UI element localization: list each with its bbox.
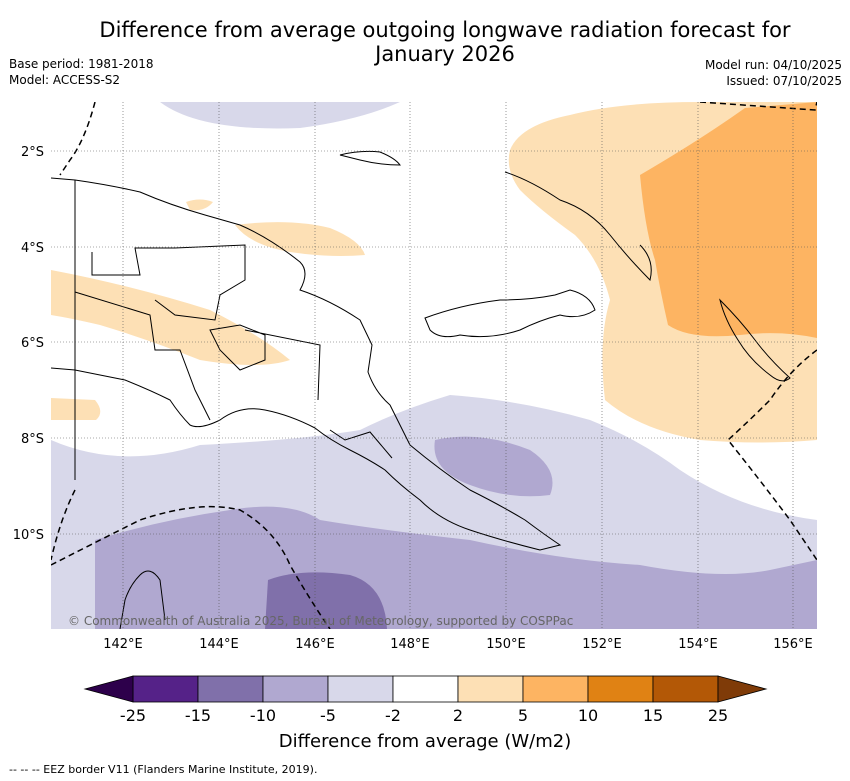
colorbar-under-arrow bbox=[83, 675, 134, 703]
anomaly-region-2-to-5-west bbox=[51, 270, 290, 365]
colorbar-swatch bbox=[262, 675, 329, 703]
lon-label-142e: 142°E bbox=[103, 637, 143, 652]
new-guinea-coastline bbox=[51, 177, 562, 551]
colorbar-swatch bbox=[522, 675, 589, 703]
colorbar-over-arrow bbox=[717, 675, 768, 703]
lat-label-4s: 4°S bbox=[21, 241, 44, 256]
model-name: Model: ACCESS-S2 bbox=[9, 73, 121, 87]
eez-border-west bbox=[51, 102, 96, 561]
eez-footnote: -- -- -- EEZ border V11 (Flanders Marine… bbox=[9, 763, 318, 776]
colorbar-swatch bbox=[457, 675, 524, 703]
colorbar-tick-label: -5 bbox=[320, 706, 336, 725]
chart-title: Difference from average outgoing longwav… bbox=[60, 18, 830, 66]
lon-label-146e: 146°E bbox=[295, 637, 335, 652]
title-line-2: January 2026 bbox=[375, 42, 515, 66]
new-ireland-coastline bbox=[504, 171, 652, 281]
indonesia-png-border bbox=[74, 180, 211, 480]
eez-border-east bbox=[699, 102, 817, 561]
run-info: Model run: 04/10/2025 Issued: 07/10/2025 bbox=[705, 57, 842, 89]
lat-label-6s: 6°S bbox=[21, 336, 44, 351]
colorbar-tick-label: 2 bbox=[452, 706, 464, 725]
colorbar-tick-label: 10 bbox=[577, 706, 599, 725]
gridlines bbox=[51, 102, 817, 629]
lat-label-2s: 2°S bbox=[21, 145, 44, 160]
colorbar-swatch bbox=[652, 675, 719, 703]
colorbar bbox=[83, 675, 768, 703]
anomaly-region-minus10-to-minus15 bbox=[265, 572, 387, 629]
colorbar-swatch bbox=[327, 675, 394, 703]
anomaly-region-minus5-to-minus10-gulf bbox=[434, 436, 553, 497]
manus-coastline bbox=[339, 150, 401, 166]
province-borders bbox=[91, 244, 393, 459]
base-period-info: Base period: 1981-2018 Model: ACCESS-S2 bbox=[9, 56, 154, 88]
anomaly-region-2-to-5-island bbox=[235, 222, 365, 256]
copyright-notice: © Commonwealth of Australia 2025, Bureau… bbox=[68, 614, 574, 628]
colorbar-tick-label: 25 bbox=[707, 706, 729, 725]
lon-label-150e: 150°E bbox=[486, 637, 526, 652]
lat-label-10s: 10°S bbox=[13, 528, 44, 543]
colorbar-tick-label: 15 bbox=[642, 706, 664, 725]
new-britain-coastline bbox=[424, 289, 596, 338]
lon-label-152e: 152°E bbox=[582, 637, 622, 652]
title-line-1: Difference from average outgoing longwav… bbox=[99, 18, 791, 42]
anomaly-region-2-to-5-small bbox=[186, 199, 213, 211]
colorbar-tick-label: -10 bbox=[249, 706, 277, 725]
anomaly-region-2-to-5-sw bbox=[51, 398, 101, 420]
issued-date: Issued: 07/10/2025 bbox=[726, 74, 842, 88]
colorbar-swatch bbox=[587, 675, 654, 703]
lon-label-154e: 154°E bbox=[678, 637, 718, 652]
anomaly-region-5-to-10 bbox=[640, 102, 817, 338]
colorbar-tick-label: -25 bbox=[119, 706, 147, 725]
eez-border-south bbox=[51, 505, 331, 629]
anomaly-region-minus2-to-minus5-north bbox=[160, 102, 400, 129]
colorbar-title: Difference from average (W/m2) bbox=[278, 731, 572, 752]
colorbar-tick-label: -15 bbox=[184, 706, 212, 725]
model-run: Model run: 04/10/2025 bbox=[704, 58, 842, 72]
bougainville-coastline bbox=[719, 298, 791, 382]
colorbar-tick-label: -2 bbox=[385, 706, 401, 725]
base-period: Base period: 1981-2018 bbox=[9, 57, 154, 71]
lon-label-144e: 144°E bbox=[199, 637, 239, 652]
colorbar-swatch bbox=[197, 675, 264, 703]
colorbar-swatch bbox=[132, 675, 199, 703]
australia-coastline bbox=[119, 570, 166, 629]
lat-label-8s: 8°S bbox=[21, 432, 44, 447]
colorbar-swatch bbox=[392, 675, 459, 703]
colorbar-tick-label: 5 bbox=[517, 706, 529, 725]
lon-label-156e: 156°E bbox=[773, 637, 813, 652]
lon-label-148e: 148°E bbox=[390, 637, 430, 652]
